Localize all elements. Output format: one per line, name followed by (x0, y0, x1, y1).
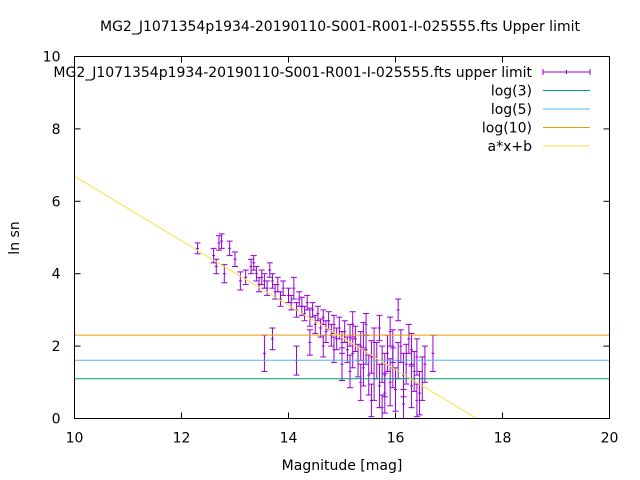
y-tick-label: 10 (43, 50, 61, 66)
data-point (363, 313, 370, 336)
x-tick-label: 18 (494, 431, 512, 447)
legend-entry: MG2_J1071354p1934-20190110-S001-R001-I-0… (53, 65, 591, 81)
legend-entry: log(3) (491, 84, 590, 100)
data-point (411, 351, 418, 392)
data-point (290, 276, 297, 300)
legend-label: a*x+b (488, 139, 533, 155)
data-point (288, 294, 295, 311)
data-point (317, 318, 324, 338)
data-point (344, 336, 351, 363)
x-axis-label: Magnitude [mag] (282, 458, 403, 474)
y-tick-label: 2 (52, 339, 61, 355)
data-point (413, 383, 420, 418)
data-point (357, 363, 364, 401)
legend-entry: log(5) (491, 102, 590, 118)
legend-label: log(3) (491, 84, 532, 100)
x-tick-label: 12 (173, 431, 191, 447)
data-point (277, 291, 284, 307)
data-point (349, 311, 356, 338)
y-tick-label: 4 (52, 267, 61, 283)
data-point (365, 354, 372, 396)
data-point (379, 345, 386, 383)
data-point (376, 363, 383, 409)
data-point (330, 336, 337, 363)
data-point (368, 383, 375, 418)
data-point (392, 367, 399, 412)
y-tick-label: 8 (52, 122, 61, 138)
legend-label: MG2_J1071354p1934-20190110-S001-R001-I-0… (53, 65, 532, 81)
data-point (400, 389, 407, 419)
y-tick-label: 0 (52, 412, 61, 428)
data-point (232, 251, 238, 267)
data-point (266, 262, 273, 278)
data-point (296, 291, 303, 307)
y-tick-label: 6 (52, 194, 61, 210)
data-point (312, 314, 319, 334)
data-point (194, 242, 201, 255)
data-point (301, 305, 308, 322)
plot-frame (74, 56, 610, 419)
data-point (304, 294, 311, 311)
data-point (306, 329, 313, 356)
legend-entry: log(10) (482, 121, 590, 137)
data-point (237, 271, 244, 291)
chart-title: MG2_J1071354p1934-20190110-S001-R001-I-0… (100, 19, 580, 35)
data-point (248, 258, 255, 275)
data-point (357, 331, 364, 362)
data-point (221, 264, 228, 284)
data-point (379, 394, 386, 419)
axis-ticks: 10 12 14 16 18 20 0 2 4 6 8 10 (43, 50, 619, 447)
data-point (269, 327, 276, 351)
data-point (376, 314, 383, 342)
data-point (395, 298, 402, 322)
data-point (269, 273, 276, 289)
data-point (416, 370, 423, 416)
x-tick-label: 10 (66, 431, 84, 447)
data-point (381, 372, 388, 414)
data-point (429, 334, 436, 372)
data-point (405, 323, 412, 354)
legend-label: log(5) (491, 102, 532, 118)
data-point (320, 334, 327, 358)
data-point (320, 309, 327, 325)
data-point (339, 347, 345, 381)
data-point (314, 305, 321, 322)
data-point (258, 269, 265, 286)
data-point (403, 343, 410, 385)
data-point (218, 233, 225, 249)
data-point (387, 316, 394, 347)
data-point (421, 345, 428, 383)
data-point (253, 265, 260, 282)
data-point (408, 363, 415, 409)
x-tick-label: 20 (601, 431, 619, 447)
legend-entry: a*x+b (488, 139, 590, 155)
data-point (250, 255, 257, 271)
data-point (242, 269, 249, 286)
data-point (280, 280, 287, 296)
data-point (413, 338, 420, 376)
x-tick-label: 16 (387, 431, 405, 447)
y-axis-label: ln sn (7, 221, 23, 254)
x-tick-label: 14 (280, 431, 298, 447)
data-point (352, 325, 359, 353)
data-point (309, 302, 316, 318)
data-point (261, 334, 268, 372)
data-point (215, 235, 222, 251)
data-point (349, 338, 356, 369)
data-point (264, 280, 271, 296)
legend-label: log(10) (482, 121, 532, 137)
plot-area (74, 175, 610, 419)
legend: MG2_J1071354p1934-20190110-S001-R001-I-0… (53, 65, 591, 155)
data-point (408, 332, 415, 367)
fit-line (74, 175, 478, 419)
data-point (360, 349, 367, 387)
data-point (226, 240, 233, 257)
